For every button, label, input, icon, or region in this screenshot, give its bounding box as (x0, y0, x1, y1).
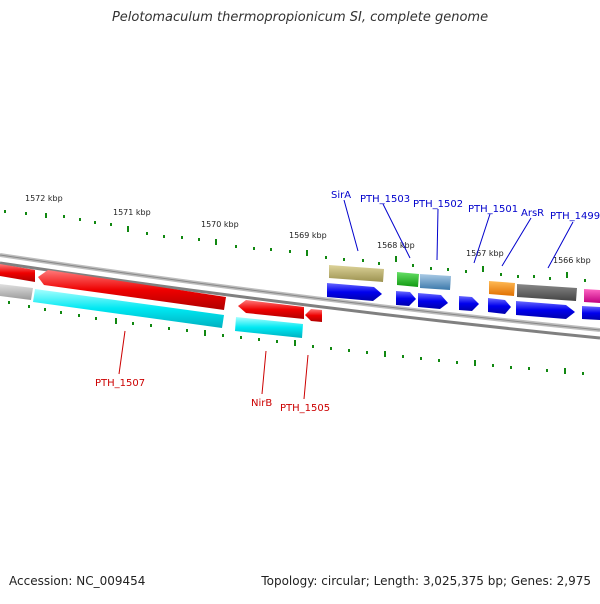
map-title: Pelotomaculum thermopropionicum SI, comp… (111, 10, 489, 25)
gene-feature-blue-2[interactable] (396, 291, 416, 306)
scale-label-1572: 1572 kbp (25, 194, 63, 203)
scale-label-1566: 1566 kbp (553, 256, 591, 265)
gene-feature-pth1502[interactable] (420, 274, 451, 290)
gene-label-pth1505[interactable]: PTH_1505 (280, 403, 330, 414)
gene-feature-blue-4[interactable] (459, 296, 479, 311)
gene-feature-pth1507-red[interactable] (38, 270, 226, 310)
gene-feature-nirb-red[interactable] (238, 300, 304, 319)
accession-label: Accession: (9, 574, 73, 588)
gene-feature-blue-6[interactable] (516, 301, 575, 319)
scale-labels: 1572 kbp 1571 kbp 1570 kbp 1569 kbp 1568… (25, 194, 591, 265)
scale-ticks-lower (8, 301, 584, 375)
gene-feature-nirb-cyan[interactable] (235, 317, 303, 338)
gene-feature-blue-1[interactable] (327, 283, 382, 301)
gene-feature-sira[interactable] (329, 265, 384, 282)
gene-feature-arsr[interactable] (489, 281, 515, 296)
top-gene-labels: SirA PTH_1503 PTH_1502 PTH_1501 ArsR PTH… (331, 190, 600, 222)
gene-feature-pth1499[interactable] (517, 284, 577, 301)
length-label: Length: (373, 574, 420, 588)
scale-label-1569: 1569 kbp (289, 231, 327, 240)
gene-feature-blue-7[interactable] (582, 306, 600, 320)
scale-label-1570: 1570 kbp (201, 220, 239, 229)
gene-feature-pth1505-red[interactable] (305, 309, 322, 322)
gene-label-nirb[interactable]: NirB (251, 398, 272, 409)
accession-info: Accession: NC_009454 (9, 574, 145, 588)
scale-label-1571: 1571 kbp (113, 208, 151, 217)
genome-backbone-outer-edge (0, 254, 600, 331)
gene-label-pth1507[interactable]: PTH_1507 (95, 378, 145, 389)
scale-label-1568: 1568 kbp (377, 241, 415, 250)
gene-feature-blue-5[interactable] (488, 298, 511, 314)
genome-summary: Topology: circular; Length: 3,025,375 bp… (261, 574, 591, 588)
gene-feature-red-left[interactable] (0, 264, 35, 282)
genes-value: 2,975 (556, 574, 591, 588)
gene-label-arsr[interactable]: ArsR (521, 208, 544, 219)
gene-label-pth1503[interactable]: PTH_1503 (360, 194, 410, 205)
length-value: 3,025,375 bp (422, 574, 503, 588)
gene-label-pth1502[interactable]: PTH_1502 (413, 199, 463, 210)
gene-feature-blue-3[interactable] (418, 293, 448, 309)
gene-label-pth1499[interactable]: PTH_1499 (550, 211, 600, 222)
gene-label-pth1501[interactable]: PTH_1501 (468, 204, 518, 215)
top-label-leaders (343, 199, 574, 269)
accession-value: NC_009454 (76, 574, 146, 588)
features-row-red (0, 264, 322, 322)
gene-feature-pth1507-cyan[interactable] (33, 289, 224, 328)
gene-feature-pth1503[interactable] (397, 272, 419, 287)
topology-value: circular (321, 574, 366, 588)
features-row-cyan (0, 284, 303, 338)
scale-ticks-upper (4, 210, 586, 282)
gene-label-sira[interactable]: SirA (331, 190, 351, 201)
bottom-label-leaders (118, 330, 309, 400)
features-row-upper-right (329, 265, 600, 303)
features-row-blue (327, 283, 600, 320)
genes-label: Genes: (510, 574, 553, 588)
topology-label: Topology: (261, 574, 318, 588)
genome-backbone-inner (0, 261, 600, 340)
bottom-gene-labels: PTH_1507 NirB PTH_1505 (95, 378, 330, 414)
gene-feature-magenta-right[interactable] (584, 289, 600, 303)
gene-feature-gray-left[interactable] (0, 284, 33, 300)
scale-label-1567: 1567 kbp (466, 249, 504, 258)
